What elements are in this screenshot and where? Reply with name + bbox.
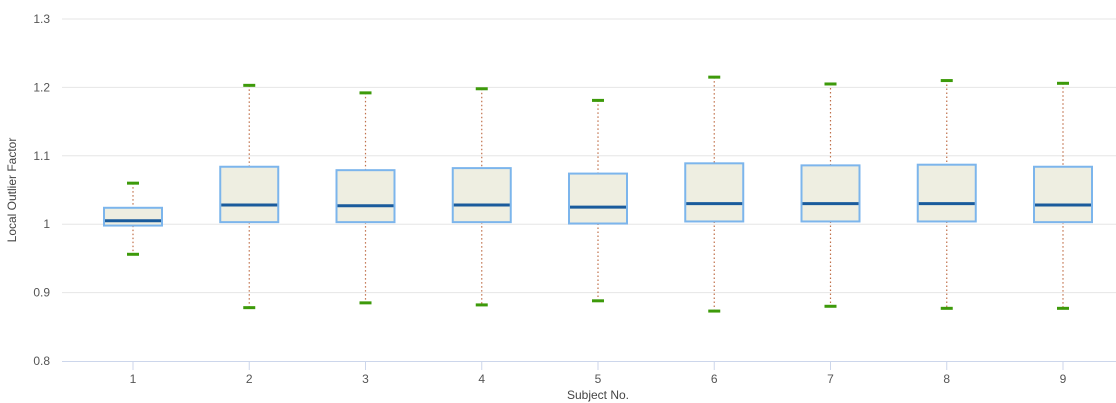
box-9 (1033, 81, 1093, 310)
x-tick-label: 9 (1060, 372, 1067, 386)
box-iqr (684, 162, 745, 223)
x-tick-label: 8 (943, 372, 950, 386)
box-iqr (451, 167, 512, 224)
box-7 (800, 82, 861, 308)
grid-lines (62, 18, 1116, 294)
y-tick-label: 1.3 (33, 12, 50, 26)
box-iqr (103, 206, 163, 227)
box-4 (451, 87, 512, 307)
x-tick-label: 2 (246, 372, 253, 386)
x-axis-title: Subject No. (567, 388, 629, 402)
y-axis-tick-labels: 0.8 0.9 1 1.1 1.2 1.3 (33, 12, 50, 368)
box-iqr (568, 172, 628, 225)
y-tick-label: 1.1 (33, 149, 50, 163)
y-tick-label: 1 (43, 217, 50, 231)
y-tick-label: 0.8 (33, 354, 50, 368)
box-2 (219, 83, 280, 310)
box-3 (335, 91, 396, 305)
box-iqr (916, 163, 977, 223)
y-axis-title: Local Outlier Factor (5, 138, 19, 243)
box-iqr (219, 165, 280, 224)
y-tick-label: 1.2 (33, 80, 50, 94)
box-iqr (800, 164, 861, 223)
box-5 (568, 98, 628, 303)
x-tick-label: 7 (827, 372, 834, 386)
box-iqr (1033, 165, 1093, 224)
box-6 (684, 75, 745, 313)
x-tick-label: 6 (711, 372, 718, 386)
x-tick-label: 3 (362, 372, 369, 386)
y-tick-label: 0.9 (33, 286, 50, 300)
x-tick-label: 1 (130, 372, 137, 386)
box-1 (103, 181, 163, 256)
box-series (103, 75, 1093, 313)
box-8 (916, 79, 977, 310)
x-tick-label: 4 (478, 372, 485, 386)
x-axis-tick-labels: 1 2 3 4 5 6 7 8 9 (130, 361, 1067, 386)
box-iqr (335, 169, 396, 224)
x-tick-label: 5 (595, 372, 602, 386)
